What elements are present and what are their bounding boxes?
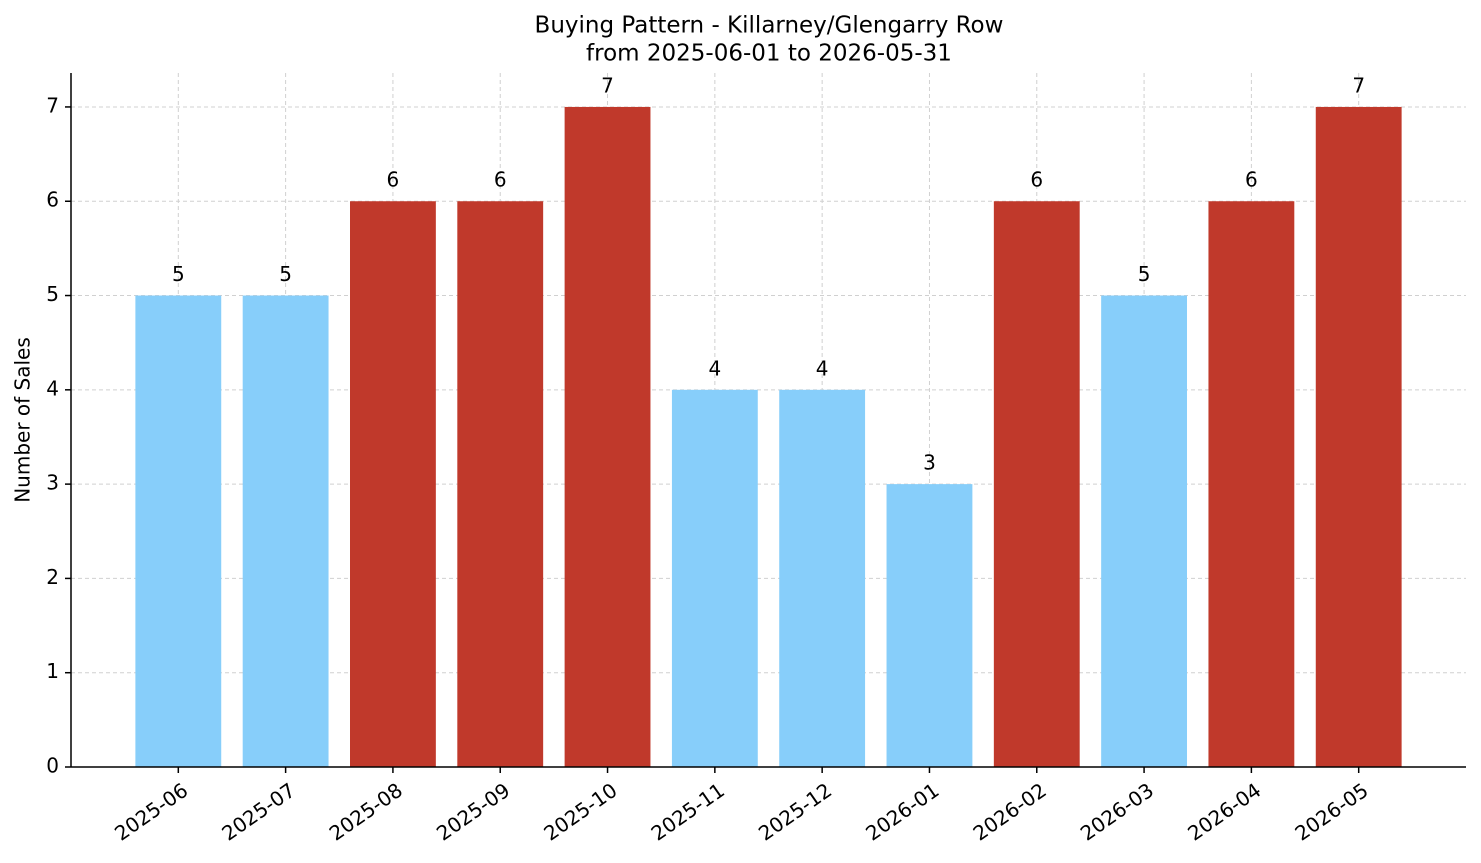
- bar: [671, 389, 758, 767]
- data-label: 5: [172, 262, 185, 286]
- data-label: 6: [387, 168, 400, 192]
- bar: [1315, 106, 1402, 767]
- x-tick-label: 2025-07: [217, 778, 299, 846]
- data-label: 3: [923, 451, 936, 475]
- data-label: 6: [1030, 168, 1043, 192]
- y-tick-label: 0: [46, 754, 59, 778]
- x-tick-label: 2026-04: [1183, 778, 1265, 846]
- data-label: 5: [279, 262, 292, 286]
- bar: [1101, 295, 1187, 767]
- x-tick-label: 2026-03: [1076, 778, 1158, 846]
- chart-subtitle: from 2025-06-01 to 2026-05-31: [586, 41, 952, 67]
- y-tick-label: 4: [46, 376, 59, 400]
- x-tick-label: 2025-11: [647, 778, 729, 846]
- data-label: 6: [1245, 168, 1258, 192]
- bar: [350, 201, 436, 767]
- y-tick-label: 7: [46, 93, 59, 117]
- data-label: 4: [816, 356, 829, 380]
- y-tick-label: 2: [46, 565, 59, 589]
- bar: [886, 484, 973, 767]
- bar: [564, 106, 651, 767]
- data-label: 7: [1352, 73, 1365, 97]
- x-tick-label: 2026-02: [969, 778, 1051, 846]
- x-tick-label: 2025-09: [432, 778, 514, 846]
- x-tick-label: 2026-05: [1290, 778, 1372, 846]
- bar: [993, 201, 1080, 767]
- data-label: 4: [708, 356, 721, 380]
- chart-title: Buying Pattern - Killarney/Glengarry Row: [535, 13, 1004, 39]
- x-tick-label: 2025-12: [754, 778, 836, 846]
- bar: [135, 295, 222, 767]
- y-tick-label: 1: [46, 659, 59, 683]
- bar: [457, 201, 544, 767]
- bar: [1208, 201, 1295, 767]
- bar: [242, 295, 329, 767]
- x-tick-label: 2025-06: [110, 778, 192, 846]
- data-label: 7: [601, 73, 614, 97]
- x-tick-label: 2025-10: [539, 778, 621, 846]
- x-tick-label: 2026-01: [861, 778, 943, 846]
- bar: [779, 389, 866, 767]
- y-tick-label: 5: [46, 282, 59, 306]
- y-tick-label: 6: [46, 188, 59, 212]
- x-tick-label: 2025-08: [325, 778, 407, 846]
- y-tick-label: 3: [46, 471, 59, 495]
- data-label: 6: [494, 168, 507, 192]
- data-label: 5: [1138, 262, 1151, 286]
- y-axis-label: Number of Sales: [11, 337, 35, 503]
